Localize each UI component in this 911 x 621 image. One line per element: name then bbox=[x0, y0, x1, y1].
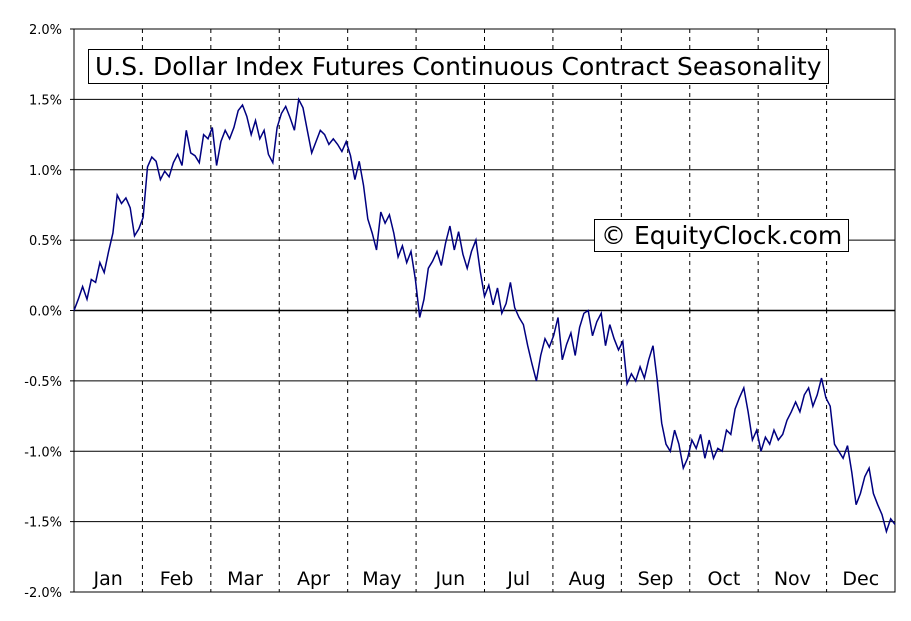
y-tick-label: -0.5% bbox=[24, 375, 62, 390]
x-tick-label: Jul bbox=[506, 568, 530, 590]
x-tick-label: Feb bbox=[160, 568, 194, 590]
x-tick-label: Sep bbox=[638, 568, 674, 590]
series-line bbox=[73, 96, 896, 535]
x-tick-label: Nov bbox=[774, 568, 811, 590]
y-tick-label: 0.0% bbox=[29, 305, 62, 320]
y-tick-label: 2.0% bbox=[29, 23, 62, 38]
x-axis-ticks: Jan Feb Mar Apr May Jun Jul Aug Sep Oct Nov Dec bbox=[93, 307, 896, 590]
y-axis-ticks: 2.0% 1.5% 1.0% 0.5% 0.0% -0.5% -1.0% -1.5% -2.0% bbox=[24, 23, 74, 601]
y-tick-label: -2.0% bbox=[24, 586, 62, 601]
x-tick-label: May bbox=[362, 568, 401, 590]
x-tick-label: Jun bbox=[434, 568, 465, 590]
x-tick-label: Oct bbox=[708, 568, 741, 590]
y-tick-label: -1.5% bbox=[24, 516, 62, 531]
y-tick-label: -1.0% bbox=[24, 445, 62, 460]
x-tick-label: Apr bbox=[297, 568, 330, 590]
watermark-label: © EquityClock.com bbox=[594, 219, 850, 252]
y-tick-label: 1.0% bbox=[29, 164, 62, 179]
x-tick-label: Dec bbox=[842, 568, 879, 590]
x-tick-label: Jan bbox=[93, 568, 123, 590]
x-tick-label: Aug bbox=[569, 568, 606, 590]
x-tick-label: Mar bbox=[227, 568, 263, 590]
chart-title: U.S. Dollar Index Futures Continuous Con… bbox=[88, 49, 829, 84]
y-tick-label: 0.5% bbox=[29, 234, 62, 249]
y-tick-label: 1.5% bbox=[29, 93, 62, 108]
